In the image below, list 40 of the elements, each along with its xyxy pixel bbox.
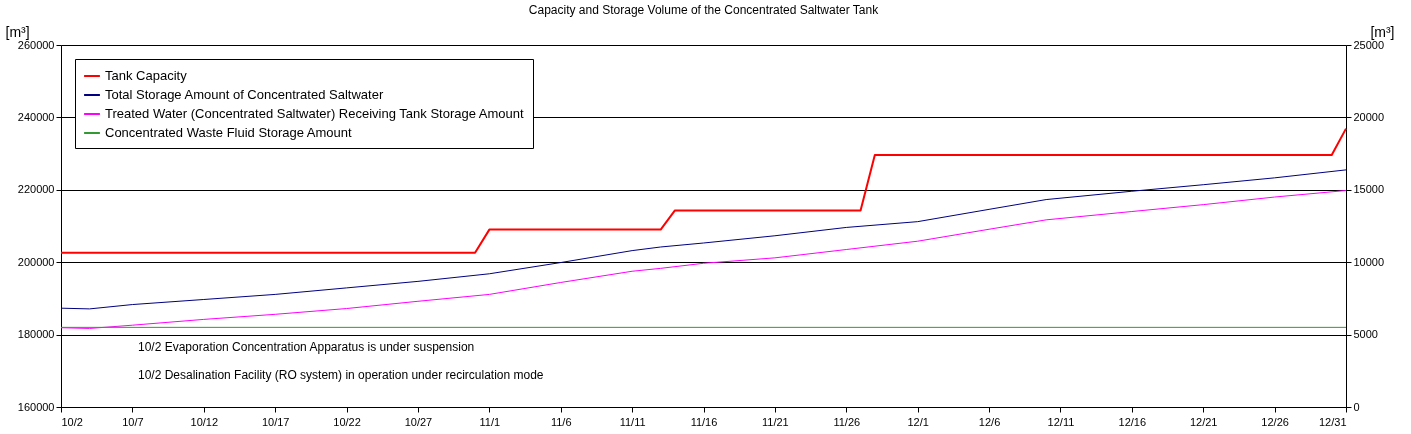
x-tick-label: 11/6	[550, 415, 572, 428]
y2-axis-title: [m³]	[1370, 23, 1395, 40]
legend-label: Tank Capacity	[105, 68, 188, 83]
annotation: 10/2 Desalination Facility (RO system) in operation under recirculation mode	[138, 368, 544, 383]
y2-tick-label: 10000	[1353, 255, 1385, 268]
y-tick-label: 180000	[17, 328, 55, 341]
x-tick-label: 10/7	[122, 415, 144, 428]
x-tick-label: 12/11	[1047, 415, 1075, 428]
x-tick-label: 11/26	[833, 415, 861, 428]
x-tick-label: 12/26	[1261, 415, 1289, 428]
x-tick-label: 10/12	[190, 415, 219, 428]
y-tick-label: 160000	[17, 400, 55, 413]
legend-label: Concentrated Waste Fluid Storage Amount	[105, 125, 353, 140]
x-tick-label: 12/16	[1118, 415, 1147, 428]
x-tick-label: 10/17	[261, 415, 290, 428]
y2-tick-label: 0	[1353, 400, 1360, 413]
x-tick-label: 10/27	[404, 415, 433, 428]
chart-title: Capacity and Storage Volume of the Concentrated Saltwater Tank	[528, 3, 880, 17]
y-tick-label: 240000	[17, 110, 55, 123]
x-tick-label: 12/31	[1318, 415, 1347, 428]
x-tick-label: 10/22	[333, 415, 361, 428]
y-tick-label: 260000	[17, 38, 55, 51]
y-tick-label: 220000	[17, 183, 55, 196]
annotation: 10/2 Evaporation Concentration Apparatus is under suspension	[138, 340, 475, 355]
x-tick-label: 11/1	[479, 415, 501, 428]
y2-tick-label: 20000	[1353, 110, 1385, 123]
x-tick-label: 12/1	[907, 415, 929, 428]
x-tick-label: 12/6	[978, 415, 1001, 428]
y-axis-title: [m³]	[5, 23, 30, 40]
x-tick-label: 11/11	[619, 415, 646, 428]
legend-label: Treated Water (Concentrated Saltwater) Receiving Tank Storage Amount	[105, 106, 524, 121]
x-tick-label: 11/16	[690, 415, 718, 428]
y2-tick-label: 15000	[1353, 183, 1385, 196]
x-tick-label: 10/2	[61, 415, 83, 428]
y2-tick-label: 25000	[1353, 38, 1385, 51]
legend-label: Total Storage Amount of Concentrated Saltwater	[105, 87, 384, 102]
x-tick-label: 12/21	[1189, 415, 1218, 428]
x-tick-label: 11/21	[762, 415, 789, 428]
y2-tick-label: 5000	[1353, 328, 1378, 341]
y-tick-label: 200000	[17, 255, 55, 268]
